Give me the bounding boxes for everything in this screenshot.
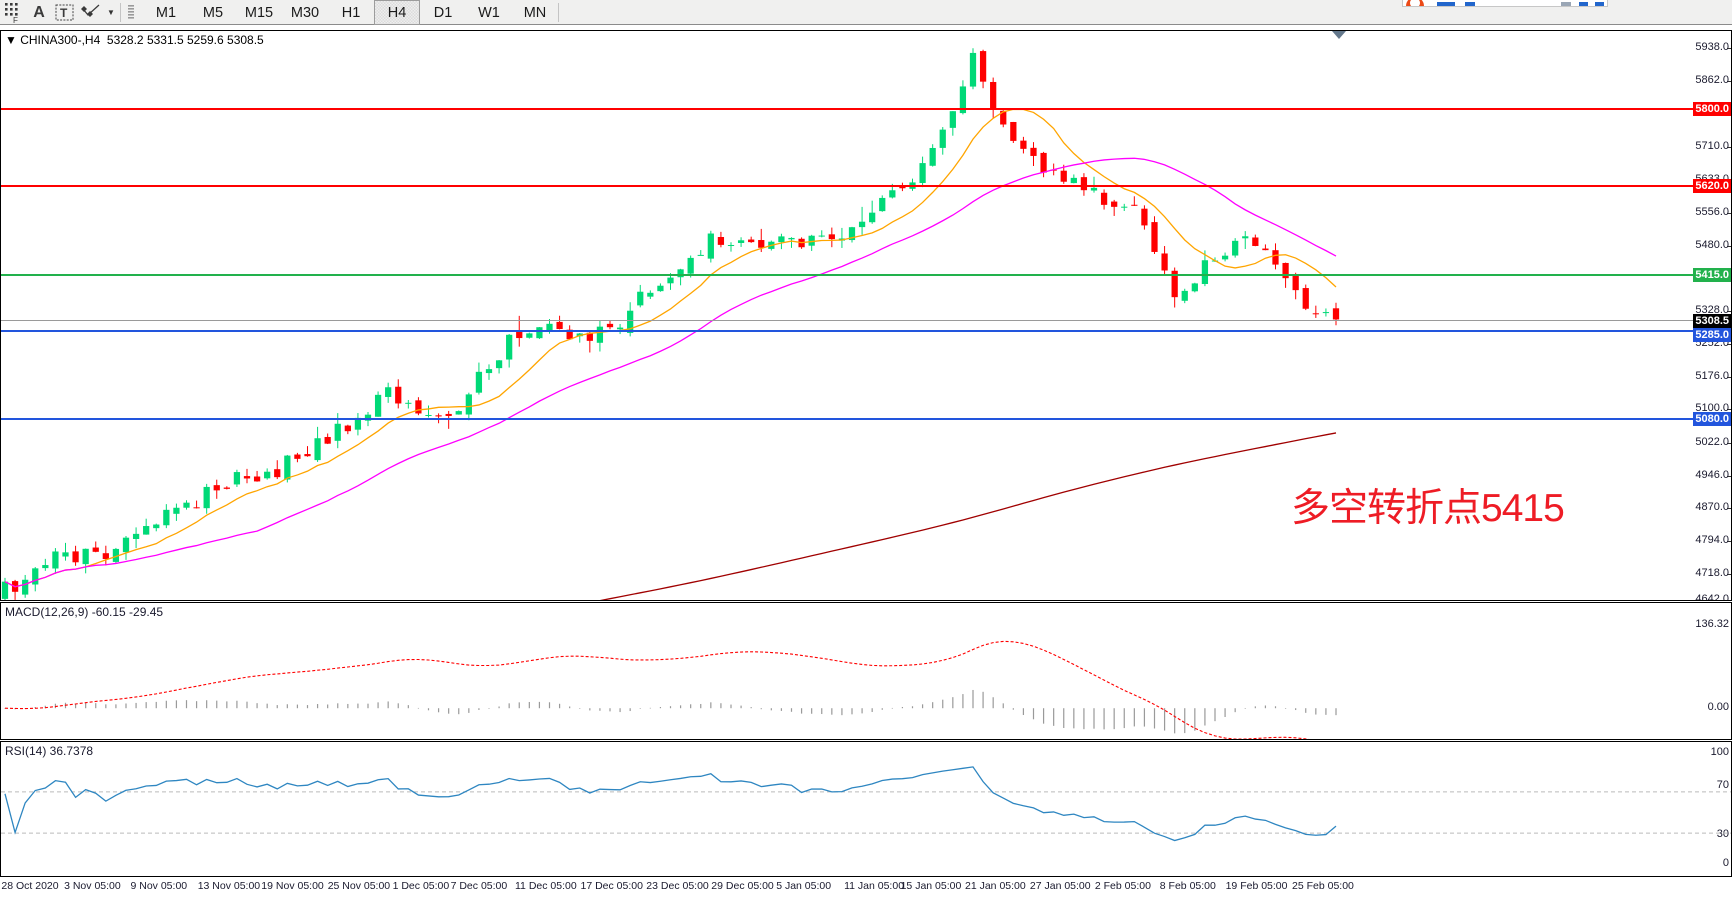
svg-text:F: F (13, 16, 18, 25)
svg-text:T: T (60, 6, 68, 20)
